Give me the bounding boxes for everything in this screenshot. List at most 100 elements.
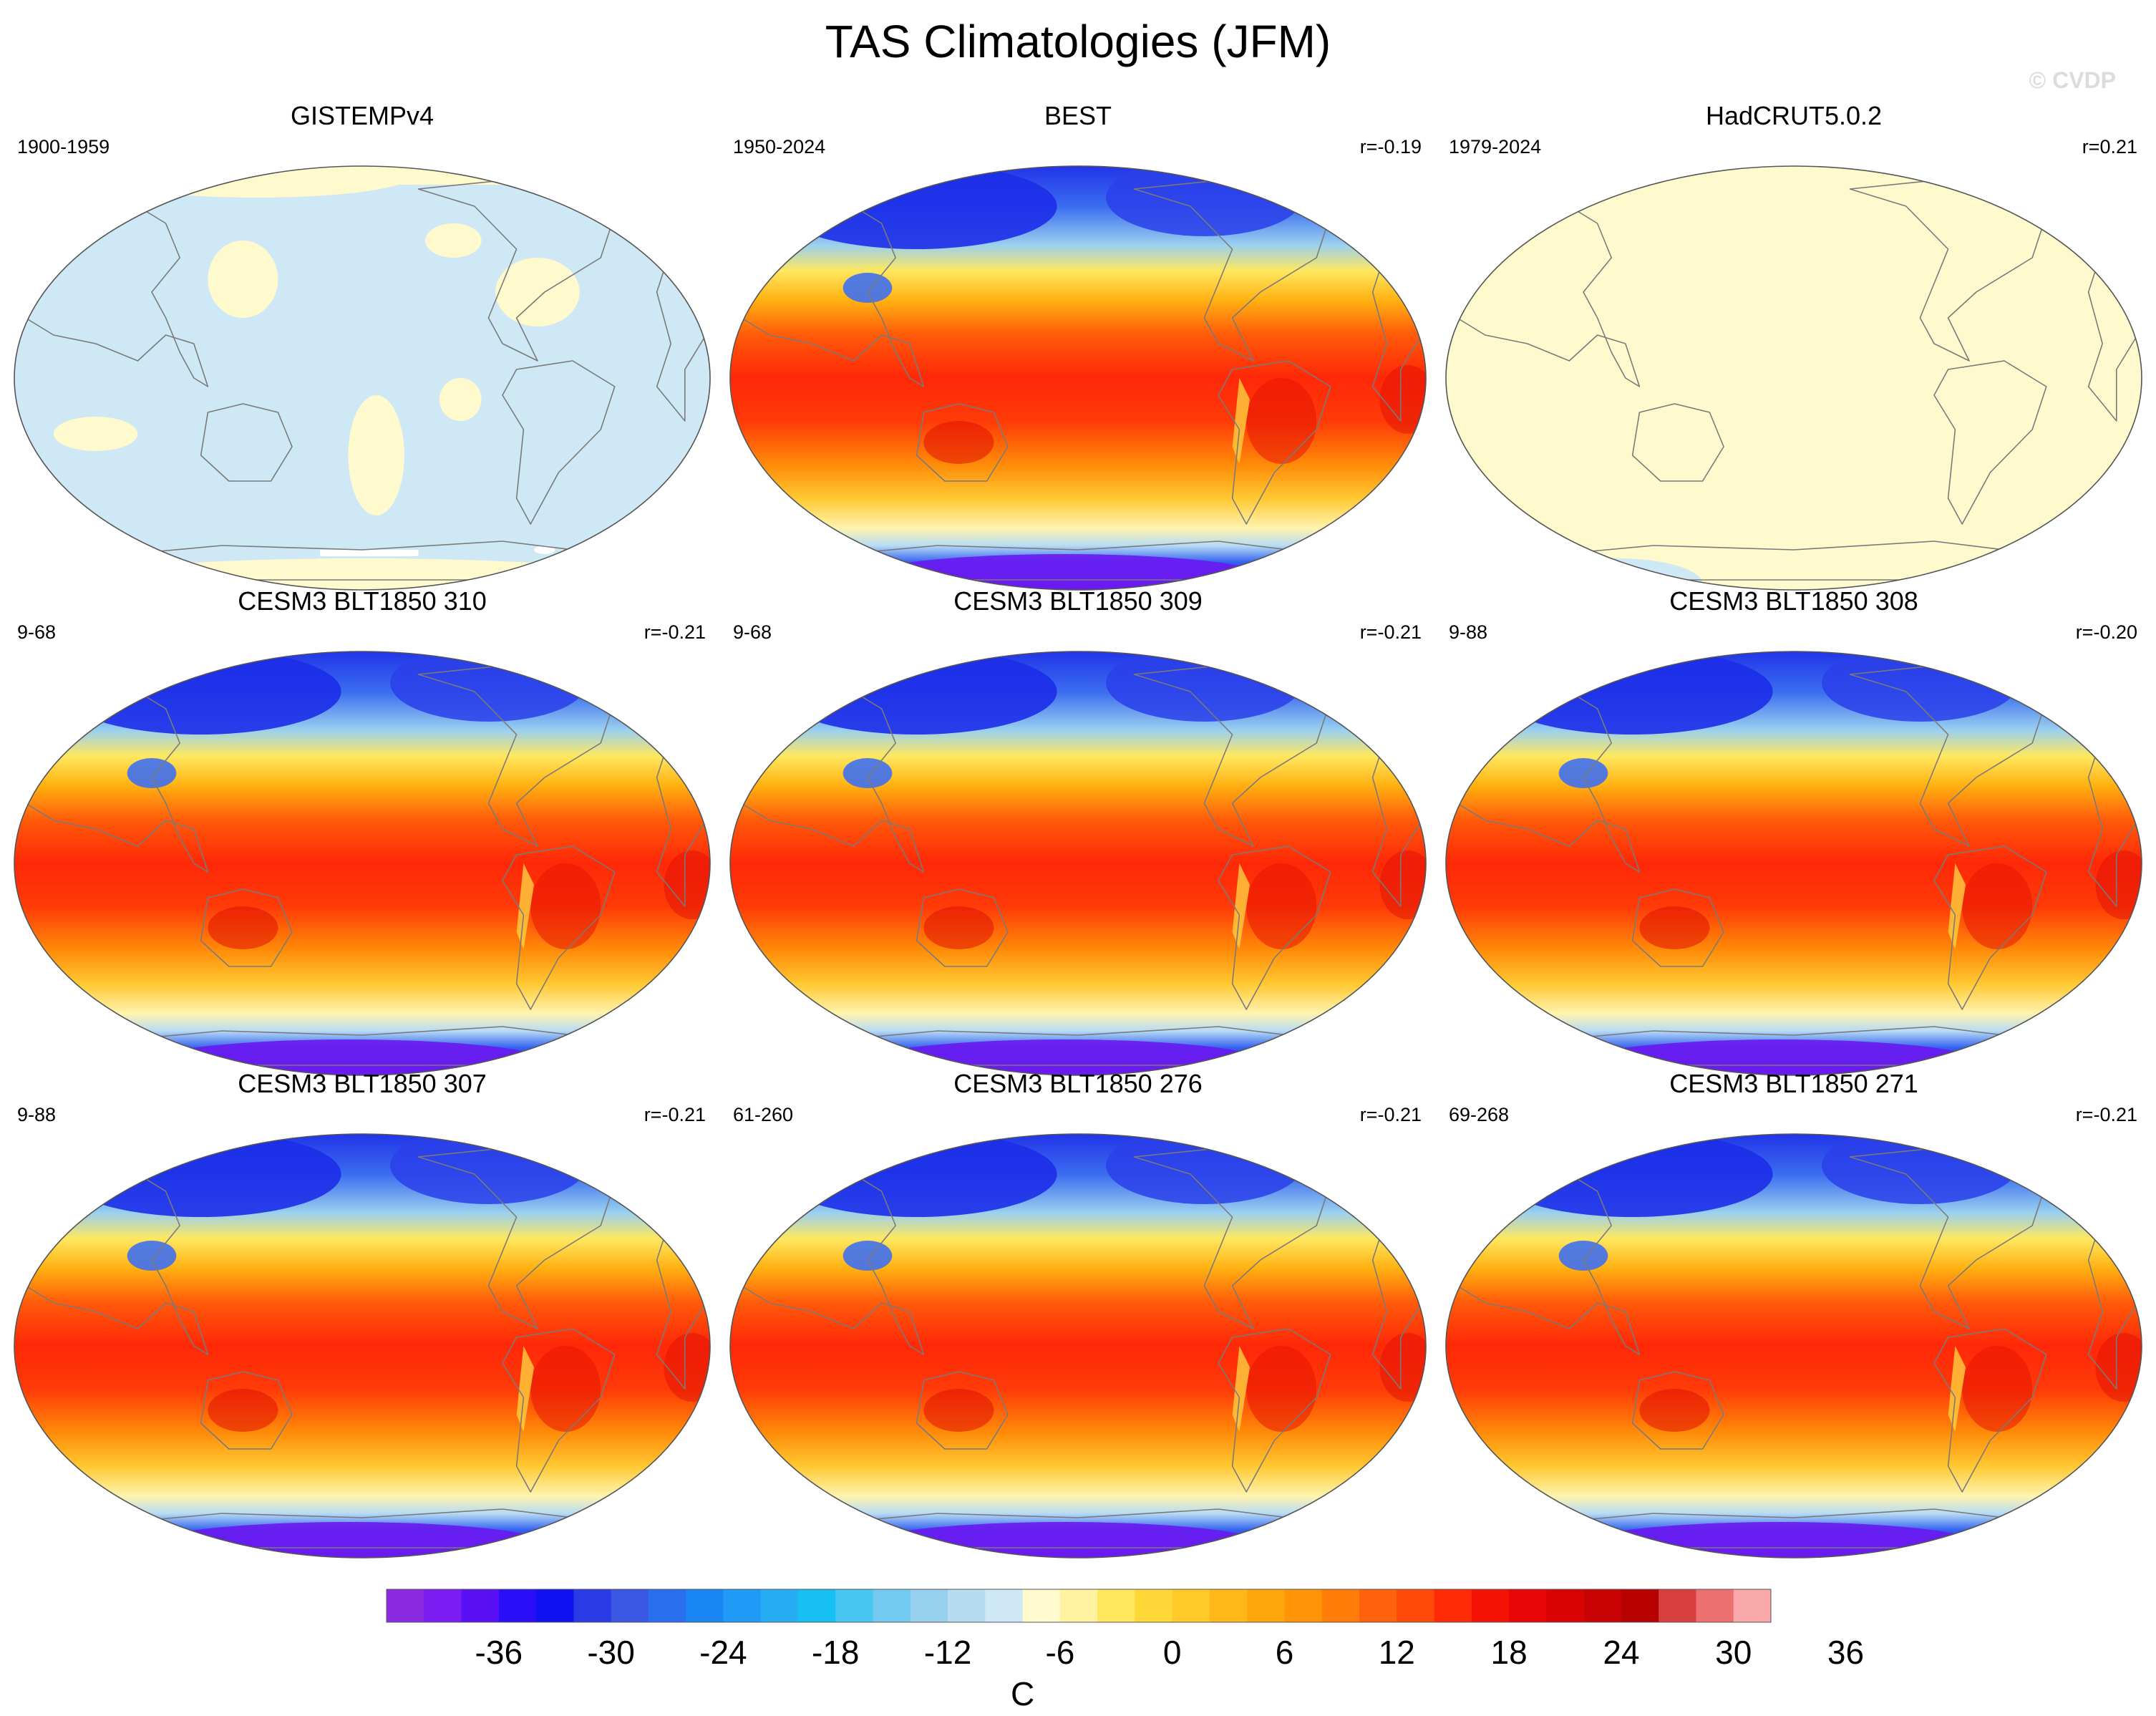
map-panel: BEST 1950-2024 r=-0.19 bbox=[720, 100, 1436, 591]
panel-correlation: r=-0.21 bbox=[644, 621, 706, 643]
map-panel: CESM3 BLT1850 309 9-68 r=-0.21 bbox=[720, 586, 1436, 1076]
panel-period: 69-268 bbox=[1449, 1104, 1510, 1125]
map-boundary bbox=[14, 165, 711, 591]
map-boundary bbox=[1445, 651, 2142, 1076]
watermark: © CVDP bbox=[2029, 67, 2116, 93]
figure-title: TAS Climatologies (JFM) bbox=[825, 16, 1331, 67]
panel-title: CESM3 BLT1850 308 bbox=[1669, 586, 1918, 616]
colorbar-swatch bbox=[873, 1589, 911, 1622]
colorbar-tick-label: -12 bbox=[924, 1634, 971, 1671]
panel-title: CESM3 BLT1850 271 bbox=[1669, 1069, 1918, 1098]
colorbar-swatch bbox=[686, 1589, 724, 1622]
map-panel: CESM3 BLT1850 307 9-88 r=-0.21 bbox=[4, 1068, 720, 1559]
colorbar-swatch bbox=[1434, 1589, 1472, 1622]
colorbar-tick-label: 18 bbox=[1491, 1634, 1528, 1671]
colorbar-swatch bbox=[1733, 1589, 1772, 1622]
map-boundary bbox=[729, 165, 1427, 591]
colorbar-tick-label: 30 bbox=[1715, 1634, 1752, 1671]
panel-period: 9-68 bbox=[733, 621, 772, 643]
panel-period: 61-260 bbox=[733, 1104, 794, 1125]
colorbar-tick-label: -18 bbox=[812, 1634, 859, 1671]
colorbar-swatch bbox=[1696, 1589, 1734, 1622]
colorbar-swatch bbox=[387, 1589, 424, 1622]
panel-period: 1979-2024 bbox=[1449, 136, 1542, 157]
map-boundary bbox=[14, 651, 711, 1076]
panel-period: 9-68 bbox=[17, 621, 57, 643]
colorbar-tick-label: 6 bbox=[1276, 1634, 1294, 1671]
colorbar-swatch bbox=[1284, 1589, 1323, 1622]
map-panel: HadCRUT5.0.2 1979-2024 r=0.21 bbox=[1436, 100, 2152, 591]
colorbar-swatch bbox=[1321, 1589, 1360, 1622]
panel-correlation: r=-0.21 bbox=[644, 1104, 706, 1125]
world-map bbox=[14, 651, 711, 1076]
map-panel: CESM3 BLT1850 276 61-260 r=-0.21 bbox=[720, 1068, 1436, 1559]
colorbar-tick-label: -36 bbox=[475, 1634, 523, 1671]
panel-correlation: r=-0.19 bbox=[1359, 136, 1422, 157]
panel-period: 1900-1959 bbox=[17, 136, 110, 157]
coastlines bbox=[740, 1148, 1422, 1548]
colorbar-swatch bbox=[948, 1589, 986, 1622]
panel-period: 9-88 bbox=[17, 1104, 57, 1125]
colorbar-swatch bbox=[1135, 1589, 1173, 1622]
colorbar-swatch bbox=[1471, 1589, 1510, 1622]
colorbar-tick-label: 12 bbox=[1379, 1634, 1415, 1671]
world-map bbox=[729, 165, 1427, 591]
colorbar-swatch bbox=[1509, 1589, 1547, 1622]
map-boundary bbox=[729, 1133, 1427, 1559]
panel-correlation: r=-0.21 bbox=[1359, 1104, 1422, 1125]
colorbar-swatch bbox=[910, 1589, 948, 1622]
colorbar-unit: C bbox=[1011, 1675, 1034, 1712]
map-panel: CESM3 BLT1850 308 9-88 r=-0.20 bbox=[1436, 586, 2152, 1076]
panel-title: CESM3 BLT1850 309 bbox=[953, 586, 1203, 616]
map-panel: GISTEMPv4 1900-1959 bbox=[4, 100, 720, 591]
map-boundary bbox=[14, 1133, 711, 1559]
colorbar-swatch bbox=[1022, 1589, 1061, 1622]
world-map bbox=[729, 1133, 1427, 1559]
colorbar-swatch bbox=[573, 1589, 612, 1622]
colorbar-swatch bbox=[1621, 1589, 1659, 1622]
world-map bbox=[14, 165, 711, 591]
panel-title: CESM3 BLT1850 307 bbox=[238, 1069, 487, 1098]
world-map bbox=[1445, 165, 2142, 591]
map-boundary bbox=[1445, 165, 2142, 591]
panel-correlation: r=-0.21 bbox=[2075, 1104, 2137, 1125]
colorbar-swatch bbox=[1359, 1589, 1397, 1622]
colorbar-swatch bbox=[1583, 1589, 1622, 1622]
panel-correlation: r=0.21 bbox=[2082, 136, 2137, 157]
colorbar-tick-label: 24 bbox=[1603, 1634, 1639, 1671]
panel-title: HadCRUT5.0.2 bbox=[1705, 101, 1883, 130]
colorbar-swatch bbox=[1546, 1589, 1585, 1622]
panel-title: BEST bbox=[1044, 101, 1112, 130]
colorbar-swatch bbox=[536, 1589, 574, 1622]
panel-period: 9-88 bbox=[1449, 621, 1488, 643]
panel-correlation: r=-0.20 bbox=[2075, 621, 2137, 643]
panel-title: CESM3 BLT1850 310 bbox=[238, 586, 487, 616]
colorbar-swatch bbox=[1659, 1589, 1696, 1622]
colorbar-tick-label: 0 bbox=[1163, 1634, 1182, 1671]
colorbar-swatch bbox=[1172, 1589, 1210, 1622]
panel-period: 1950-2024 bbox=[733, 136, 826, 157]
world-map bbox=[14, 1133, 711, 1559]
colorbar-swatch bbox=[648, 1589, 686, 1622]
panel-correlation: r=-0.21 bbox=[1359, 621, 1422, 643]
panel-title: CESM3 BLT1850 276 bbox=[953, 1069, 1203, 1098]
colorbar-swatch bbox=[760, 1589, 799, 1622]
colorbar-swatch bbox=[985, 1589, 1024, 1622]
world-map bbox=[729, 651, 1427, 1076]
map-panel: CESM3 BLT1850 271 69-268 r=-0.21 bbox=[1436, 1068, 2152, 1559]
map-boundary bbox=[1445, 1133, 2142, 1559]
colorbar-tick-label: 36 bbox=[1827, 1634, 1864, 1671]
panel-title: GISTEMPv4 bbox=[290, 101, 434, 130]
colorbar-swatch bbox=[424, 1589, 462, 1622]
colorbar-swatch bbox=[1247, 1589, 1285, 1622]
map-panel: CESM3 BLT1850 310 9-68 r=-0.21 bbox=[4, 586, 720, 1076]
colorbar-swatch bbox=[1097, 1589, 1135, 1622]
colorbar-swatch bbox=[1209, 1589, 1248, 1622]
colorbar-swatch bbox=[461, 1589, 500, 1622]
colorbar-swatch bbox=[835, 1589, 874, 1622]
colorbar-swatch bbox=[797, 1589, 836, 1622]
world-map bbox=[1445, 651, 2142, 1076]
colorbar-tick-label: -24 bbox=[699, 1634, 747, 1671]
map-boundary bbox=[729, 651, 1427, 1076]
colorbar-swatch bbox=[1059, 1589, 1098, 1622]
